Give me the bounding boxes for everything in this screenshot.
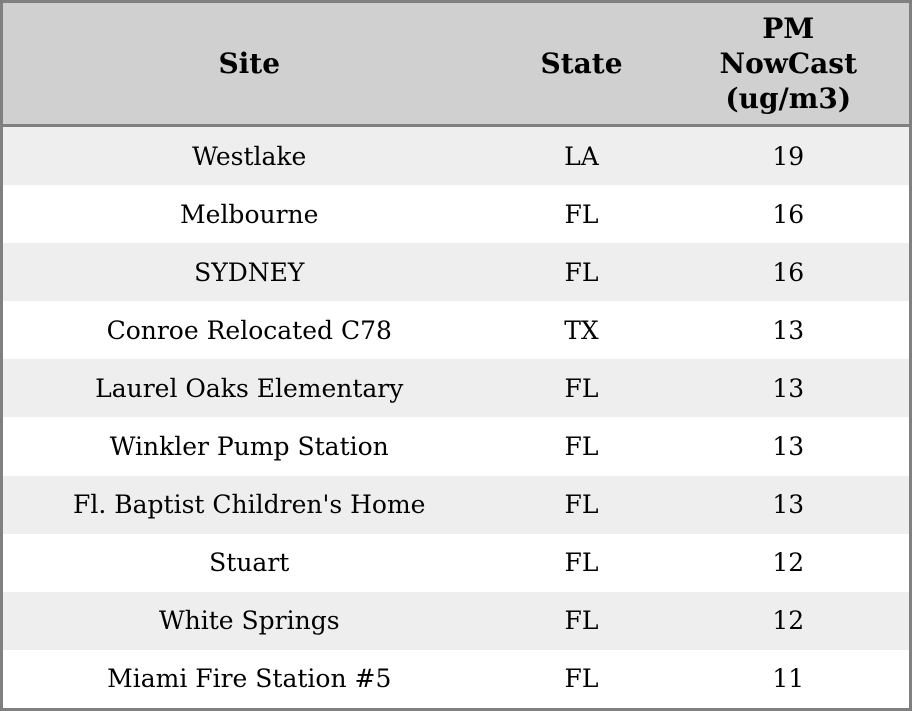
state-cell: FL: [564, 199, 599, 229]
pm-nowcast-cell: 19: [772, 141, 805, 171]
header-row: Site State PM NowCast (ug/m3): [1, 1, 911, 127]
state-cell: FL: [564, 490, 599, 520]
state-cell: FL: [564, 257, 599, 287]
table-row: White Springs FL 12: [1, 591, 911, 650]
table-row: Melbourne FL 16: [1, 185, 911, 244]
pm-nowcast-cell: 16: [772, 199, 805, 229]
pm-nowcast-header-label: PM NowCast (ug/m3): [719, 12, 858, 115]
site-cell: Conroe Relocated C78: [106, 315, 392, 345]
table-row: Fl. Baptist Children's Home FL 13: [1, 475, 911, 534]
pm-nowcast-cell: 11: [772, 664, 805, 694]
table-row: Westlake LA 19: [1, 125, 911, 186]
table-row: Miami Fire Station #5 FL 11: [1, 649, 911, 710]
state-cell: FL: [564, 606, 599, 636]
site-cell: Miami Fire Station #5: [107, 664, 392, 694]
table-header: Site State PM NowCast (ug/m3): [1, 1, 911, 127]
table-row: Laurel Oaks Elementary FL 13: [1, 359, 911, 418]
state-cell: FL: [564, 548, 599, 578]
pm-nowcast-cell: 13: [772, 315, 805, 345]
table-row: Stuart FL 12: [1, 533, 911, 592]
table-row: SYDNEY FL 16: [1, 243, 911, 302]
site-cell: Stuart: [209, 548, 290, 578]
site-cell: Laurel Oaks Elementary: [95, 373, 404, 403]
state-cell: FL: [564, 664, 599, 694]
col-header-pm-nowcast: PM NowCast (ug/m3): [667, 1, 911, 127]
site-cell: Melbourne: [180, 199, 319, 229]
pm-nowcast-cell: 12: [772, 548, 805, 578]
state-cell: FL: [564, 432, 599, 462]
state-cell: LA: [564, 141, 599, 171]
pm-nowcast-cell: 13: [772, 490, 805, 520]
site-cell: SYDNEY: [194, 257, 305, 287]
site-cell: Fl. Baptist Children's Home: [73, 490, 426, 520]
pm-nowcast-cell: 12: [772, 606, 805, 636]
site-cell: Winkler Pump Station: [109, 432, 389, 462]
state-cell: TX: [564, 315, 599, 345]
table-row: Winkler Pump Station FL 13: [1, 417, 911, 476]
col-header-site: Site: [1, 1, 496, 127]
site-cell: White Springs: [158, 606, 340, 636]
pm-nowcast-cell: 13: [772, 432, 805, 462]
table-row: Conroe Relocated C78 TX 13: [1, 301, 911, 360]
col-header-state: State: [495, 1, 668, 127]
pm-nowcast-cell: 13: [772, 373, 805, 403]
table-body: Westlake LA 19 Melbourne FL 16 SYDNEY FL…: [1, 125, 911, 710]
pm-nowcast-cell: 16: [772, 257, 805, 287]
state-cell: FL: [564, 373, 599, 403]
site-cell: Westlake: [192, 141, 307, 171]
